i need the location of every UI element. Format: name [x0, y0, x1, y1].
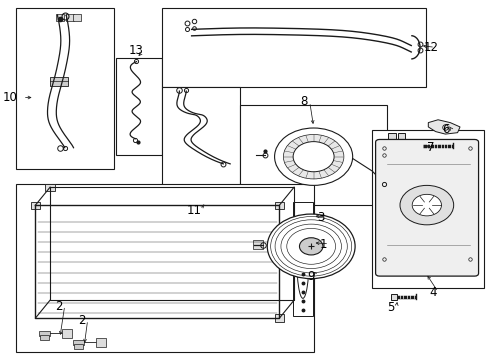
Bar [73, 14, 81, 21]
Circle shape [274, 128, 353, 185]
Bar [116, 58, 162, 155]
Circle shape [299, 238, 323, 255]
Text: 12: 12 [423, 41, 438, 54]
Bar [16, 8, 114, 169]
Bar [45, 184, 55, 191]
Ellipse shape [297, 220, 309, 298]
Bar [397, 134, 405, 144]
Bar [388, 134, 395, 144]
Text: 10: 10 [2, 91, 18, 104]
Text: 13: 13 [129, 44, 144, 57]
Bar [56, 14, 64, 21]
Bar [372, 130, 485, 288]
Text: 9: 9 [307, 270, 315, 283]
Text: 1: 1 [319, 238, 327, 251]
Bar [241, 105, 387, 205]
Bar [39, 331, 50, 336]
Bar [66, 14, 74, 21]
Circle shape [283, 134, 344, 179]
Text: 6: 6 [441, 123, 449, 136]
Bar [16, 184, 314, 352]
Text: 2: 2 [55, 300, 63, 313]
Bar [40, 335, 49, 339]
Bar [162, 8, 426, 87]
Bar [162, 87, 241, 205]
Bar [97, 338, 106, 347]
Text: 7: 7 [427, 141, 435, 154]
Text: 8: 8 [300, 95, 308, 108]
Text: 11: 11 [187, 204, 201, 217]
Circle shape [400, 185, 454, 225]
Circle shape [293, 141, 334, 172]
Polygon shape [428, 120, 460, 134]
Bar [73, 340, 84, 345]
Bar [293, 202, 313, 316]
Bar [30, 202, 40, 209]
FancyBboxPatch shape [376, 139, 479, 276]
Circle shape [412, 194, 441, 216]
Bar [253, 240, 263, 249]
Text: 3: 3 [317, 211, 325, 224]
Text: 2: 2 [78, 314, 86, 327]
Text: 5: 5 [387, 301, 394, 314]
Bar [74, 344, 83, 348]
Circle shape [267, 214, 355, 279]
Bar [274, 202, 284, 209]
Bar [62, 329, 72, 338]
Bar [274, 315, 284, 321]
Text: 4: 4 [429, 287, 437, 300]
Bar [50, 77, 68, 86]
